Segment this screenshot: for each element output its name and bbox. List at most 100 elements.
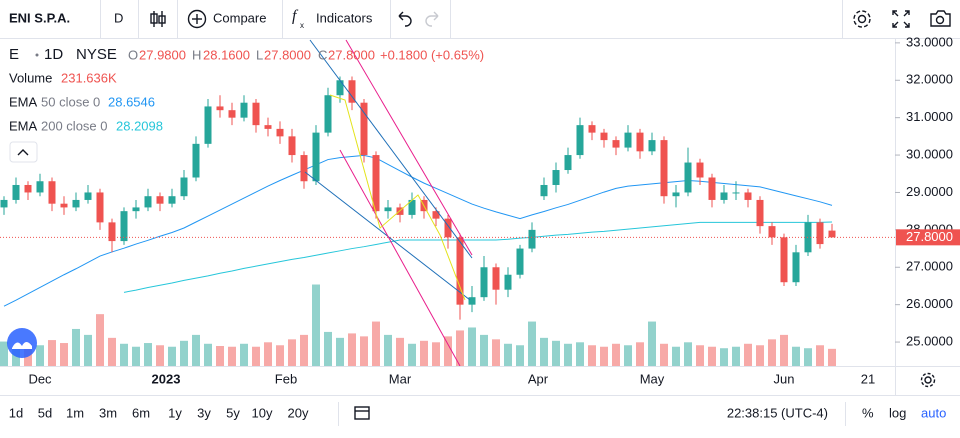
- y-tick-label: 31.0000: [906, 109, 953, 124]
- top-toolbar: ENI S.P.A. D Compare f x Indicators: [0, 0, 960, 39]
- range-button[interactable]: 5d: [38, 405, 52, 420]
- candle-body: [48, 181, 56, 204]
- candle-body: [600, 132, 608, 141]
- volume-bar: [444, 336, 452, 366]
- volume-bar: [324, 331, 332, 366]
- candle-body: [456, 237, 464, 305]
- volume-bar: [624, 345, 632, 366]
- range-button[interactable]: 1d: [9, 405, 23, 420]
- x-tick-label: Feb: [275, 371, 297, 386]
- candle-body: [720, 192, 728, 200]
- date-range-button[interactable]: [354, 406, 370, 420]
- volume-bar: [168, 346, 176, 366]
- volume-bar: [540, 337, 548, 366]
- volume-bar: [192, 334, 200, 366]
- volume-bar: [336, 337, 344, 366]
- legend-ema200: EMA: [9, 118, 38, 133]
- candle-body: [492, 267, 500, 290]
- legend-dot: [35, 53, 39, 57]
- volume-bar: [648, 321, 656, 366]
- volume-bar: [456, 330, 464, 366]
- percent-button[interactable]: %: [862, 405, 874, 420]
- collapse-legend-button[interactable]: [9, 141, 38, 163]
- volume-bar: [48, 340, 56, 366]
- volume-bar: [528, 321, 536, 366]
- candle-body: [540, 184, 548, 197]
- volume-bar: [768, 339, 776, 366]
- y-tick-label: 33.0000: [906, 34, 953, 49]
- range-button[interactable]: 10y: [252, 405, 273, 420]
- indicators-button[interactable]: Indicators: [316, 10, 373, 25]
- interval-button[interactable]: D: [114, 10, 123, 25]
- candle-body: [408, 199, 416, 215]
- candle-body: [252, 102, 260, 126]
- volume-bar: [420, 340, 428, 366]
- screenshot-button[interactable]: [930, 10, 951, 27]
- candle-body: [156, 196, 164, 204]
- logo[interactable]: [7, 328, 37, 358]
- volume-bar: [576, 342, 584, 366]
- legend-exchange: NYSE: [76, 46, 117, 63]
- volume-bar: [396, 337, 404, 366]
- candle-body: [216, 106, 224, 111]
- legend-volume: Volume: [9, 70, 52, 85]
- volume-bar: [588, 345, 596, 366]
- volume-bar: [432, 342, 440, 366]
- volume-bar: [492, 339, 500, 366]
- candle-body: [168, 196, 176, 204]
- symbol-button[interactable]: ENI S.P.A.: [9, 10, 70, 25]
- legend-volume-value: 231.636K: [61, 70, 117, 85]
- legend-ema200-params: 200 close 0: [41, 118, 108, 133]
- trend-line: [309, 39, 473, 259]
- range-button[interactable]: 6m: [132, 405, 150, 420]
- volume-bar: [348, 333, 356, 366]
- range-button[interactable]: 1y: [168, 405, 182, 420]
- legend-ema50: EMA: [9, 94, 38, 109]
- volume-bar: [288, 339, 296, 366]
- compare-icon[interactable]: [187, 9, 207, 29]
- log-button[interactable]: log: [889, 405, 906, 420]
- candle-body: [96, 192, 104, 223]
- indicators-icon-x: x: [300, 21, 304, 30]
- legend-h: H: [192, 47, 201, 62]
- volume-bar: [408, 343, 416, 366]
- range-button[interactable]: 3m: [99, 405, 117, 420]
- volume-bar: [720, 348, 728, 366]
- candle-body: [180, 177, 188, 197]
- volume-bar: [660, 343, 668, 366]
- candle-body: [528, 229, 536, 249]
- volume-bar: [732, 346, 740, 366]
- y-tick-label: 27.0000: [906, 259, 953, 274]
- candle-body: [576, 125, 584, 156]
- y-tick-label: 25.0000: [906, 334, 953, 349]
- range-button[interactable]: 3y: [197, 405, 211, 420]
- auto-button[interactable]: auto: [921, 405, 946, 420]
- candle-body: [324, 95, 332, 133]
- last-price-tag: [896, 229, 960, 246]
- undo-button[interactable]: [398, 11, 412, 27]
- candle-body: [336, 80, 344, 96]
- axis-settings-button[interactable]: [920, 372, 936, 388]
- volume-bar: [804, 348, 812, 366]
- legend-c: C: [318, 47, 327, 62]
- fullscreen-button[interactable]: [892, 10, 910, 28]
- chart-style-button[interactable]: [150, 11, 166, 27]
- settings-button[interactable]: [853, 10, 871, 28]
- indicators-icon[interactable]: f: [292, 8, 299, 25]
- candle-body: [264, 125, 272, 129]
- volume-bar: [312, 284, 320, 366]
- range-button[interactable]: 5y: [226, 405, 240, 420]
- compare-button[interactable]: Compare: [213, 10, 266, 25]
- candle-body: [624, 132, 632, 148]
- candle-body: [732, 192, 740, 194]
- volume-bar: [816, 345, 824, 366]
- candle-body: [60, 203, 68, 208]
- volume-bar: [564, 343, 572, 366]
- volume-bar: [360, 336, 368, 366]
- redo-button[interactable]: [425, 11, 439, 27]
- range-button[interactable]: 20y: [288, 405, 309, 420]
- range-button[interactable]: 1m: [66, 405, 84, 420]
- candle-body: [84, 192, 92, 200]
- legend-ema50-value: 28.6546: [108, 94, 155, 109]
